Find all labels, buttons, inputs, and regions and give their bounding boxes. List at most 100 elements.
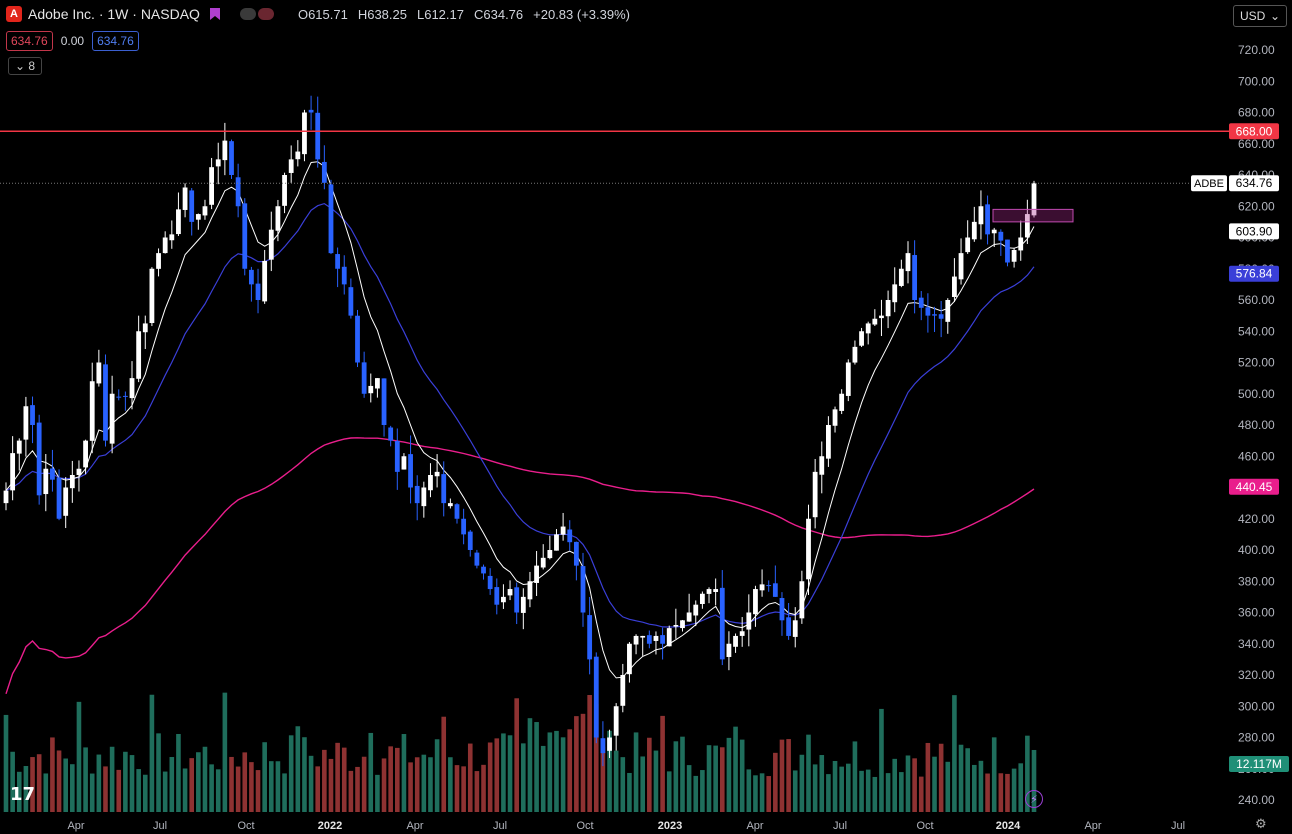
volume-bar bbox=[958, 744, 964, 812]
indicators-toggle[interactable]: ⌄ 8 bbox=[8, 57, 43, 75]
volume-bar bbox=[209, 764, 214, 812]
candle-body bbox=[898, 268, 904, 286]
candle-body bbox=[905, 253, 911, 272]
volume-bar bbox=[63, 758, 68, 812]
candle-body bbox=[607, 737, 612, 751]
symbol-title[interactable]: Adobe Inc. · 1W · NASDAQ bbox=[28, 6, 200, 22]
volume-bar bbox=[753, 775, 758, 812]
candle-body bbox=[753, 589, 758, 615]
toggle-pill[interactable] bbox=[239, 8, 274, 20]
open-value: O615.71 bbox=[297, 6, 348, 22]
volume-bar bbox=[938, 743, 944, 812]
volume-bar bbox=[792, 770, 798, 812]
candle-body bbox=[355, 315, 360, 363]
y-tick-label: 240.00 bbox=[1238, 793, 1275, 807]
candle-body bbox=[268, 229, 274, 260]
candle-body bbox=[295, 151, 301, 160]
candle-body bbox=[235, 177, 241, 207]
candle-body bbox=[540, 557, 546, 568]
volume-bar bbox=[196, 752, 201, 812]
candle-body bbox=[414, 485, 420, 504]
volume-bar bbox=[514, 698, 519, 812]
candle-body bbox=[428, 475, 433, 491]
candle-body bbox=[441, 474, 447, 504]
candle-body bbox=[447, 503, 453, 507]
y-tick-label: 340.00 bbox=[1238, 637, 1275, 651]
candle-body bbox=[786, 617, 792, 636]
candle-body bbox=[554, 534, 559, 551]
candle-body bbox=[229, 141, 234, 175]
candle-body bbox=[514, 587, 520, 613]
trade-bar: 634.76 0.00 634.76 bbox=[6, 31, 139, 51]
candle-body bbox=[739, 631, 745, 636]
candle-body bbox=[156, 253, 161, 269]
candle-body bbox=[36, 422, 42, 496]
volume-bar bbox=[454, 765, 460, 812]
volume-bar bbox=[202, 746, 208, 812]
volume-bar bbox=[375, 774, 380, 812]
volume-bar bbox=[554, 730, 559, 812]
candle-body bbox=[375, 378, 380, 389]
candle-body bbox=[302, 112, 307, 155]
candle-body bbox=[726, 643, 732, 657]
candle-body bbox=[248, 269, 254, 285]
candle-body bbox=[918, 297, 924, 308]
volume-bar bbox=[972, 764, 977, 812]
candle-body bbox=[122, 395, 128, 397]
volume-bar bbox=[116, 769, 122, 812]
volume-bar bbox=[826, 774, 831, 812]
volume-bar bbox=[43, 773, 49, 812]
volume-bar bbox=[527, 718, 533, 812]
volume-bar bbox=[852, 741, 858, 812]
volume-bar bbox=[574, 716, 579, 812]
candle-body bbox=[686, 612, 692, 622]
candle-body bbox=[580, 566, 586, 613]
candle-body bbox=[421, 487, 427, 507]
volume-bar bbox=[242, 752, 248, 812]
volume-bar bbox=[408, 762, 413, 812]
x-tick-label: Jul bbox=[1171, 820, 1185, 832]
ohlc-values: O615.71 H638.25 L612.17 C634.76 +20.83 (… bbox=[298, 7, 630, 22]
candle-body bbox=[932, 314, 937, 316]
volume-bar bbox=[494, 738, 500, 812]
candle-body bbox=[487, 575, 493, 590]
volume-bar bbox=[1011, 768, 1017, 812]
volume-bar bbox=[89, 773, 95, 812]
sell-button[interactable]: 634.76 bbox=[6, 31, 53, 51]
flag-icon[interactable] bbox=[209, 8, 220, 20]
long-moving-average-line bbox=[5, 437, 1035, 695]
candle-body bbox=[819, 456, 825, 475]
currency-select[interactable]: USD ⌄ bbox=[1233, 5, 1287, 27]
volume-bar bbox=[627, 772, 632, 812]
volume-bar bbox=[428, 757, 433, 812]
tradingview-logo-icon[interactable]: 𝟭𝟳 bbox=[10, 784, 36, 804]
volume-bar bbox=[341, 747, 347, 812]
candle-body bbox=[335, 254, 341, 269]
candle-body bbox=[573, 541, 579, 566]
candle-body bbox=[646, 635, 652, 644]
lightning-icon[interactable]: ⚡ bbox=[1025, 790, 1043, 808]
candle-body bbox=[998, 231, 1004, 241]
adobe-logo-icon: A bbox=[6, 6, 22, 22]
volume-bar bbox=[991, 737, 997, 812]
buy-button[interactable]: 634.76 bbox=[92, 31, 139, 51]
volume-bar bbox=[70, 764, 75, 812]
volume-bar bbox=[666, 771, 672, 812]
candle-body bbox=[859, 331, 864, 346]
volume-bar bbox=[832, 760, 838, 812]
gear-icon[interactable]: ⚙ bbox=[1255, 816, 1267, 831]
volume-bar bbox=[1031, 749, 1037, 812]
candle-body bbox=[481, 566, 486, 574]
y-tick-label: 700.00 bbox=[1238, 74, 1275, 88]
volume-bar bbox=[335, 742, 340, 812]
y-tick-label: 680.00 bbox=[1238, 106, 1275, 120]
y-tick-label: 620.00 bbox=[1238, 199, 1275, 213]
candle-body bbox=[1011, 250, 1017, 262]
volume-bar bbox=[647, 737, 652, 812]
candle-body bbox=[103, 364, 108, 441]
candle-body bbox=[195, 214, 201, 220]
volume-bar bbox=[355, 766, 360, 812]
candle-body bbox=[3, 490, 9, 504]
candle-body bbox=[759, 584, 765, 591]
